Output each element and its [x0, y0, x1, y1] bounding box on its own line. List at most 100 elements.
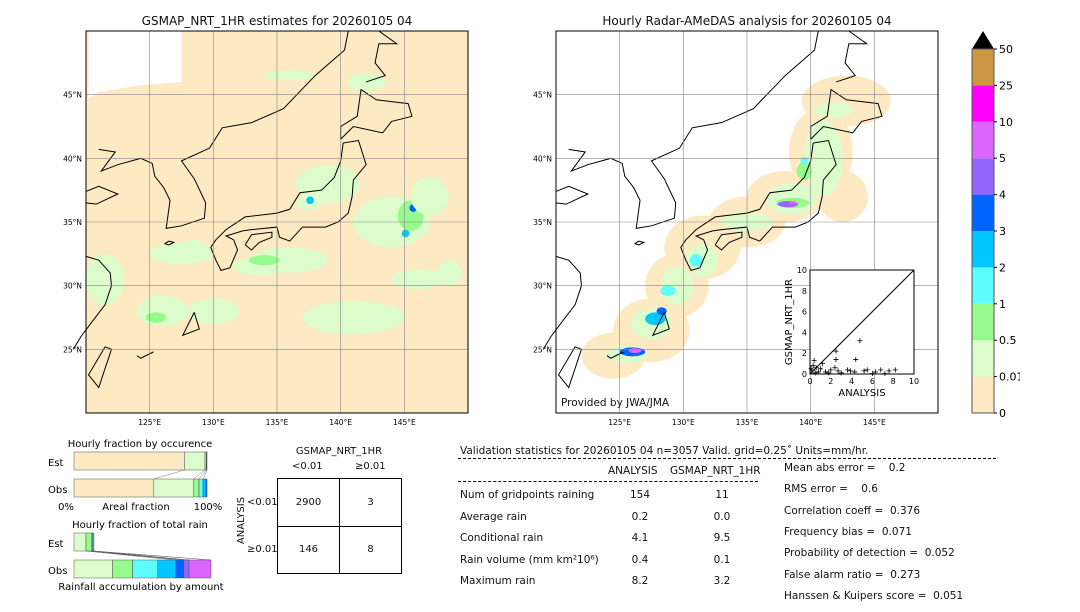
rain-area	[145, 312, 167, 323]
coastline	[810, 88, 883, 140]
total-rain-bar-obs	[188, 559, 212, 579]
row-header-lt: <0.01	[247, 497, 278, 508]
coastline	[557, 346, 583, 389]
colorbar-label: 0	[999, 407, 1006, 420]
colorbar-label: 1	[999, 298, 1006, 311]
obs-label: Obs	[48, 485, 67, 496]
occurrence-bar-est	[73, 451, 185, 471]
score-line: RMS error = 0.6	[784, 483, 878, 496]
col-header-ge: ≥0.01	[355, 461, 386, 472]
stats-row-gsmap: 11	[715, 489, 729, 501]
connector	[153, 469, 185, 480]
colorbar-label: 50	[999, 43, 1013, 56]
rain-area	[248, 255, 280, 266]
total-rain-bar-obs	[112, 559, 133, 579]
cell-false-alarm: 3	[367, 497, 374, 508]
scatter-point	[869, 370, 875, 376]
one-to-one-line	[809, 269, 915, 375]
stats-row-analysis: 4.1	[631, 532, 649, 544]
colorbar-segment	[972, 231, 994, 268]
stats-row-label: Average rain	[460, 510, 527, 523]
x-tick-label: 8	[891, 377, 896, 386]
colorbar-segment	[972, 49, 994, 86]
colorbar-segment	[972, 194, 994, 231]
lon-tick-label: 140°E	[799, 418, 822, 427]
total-rain-bar-obs	[175, 559, 184, 579]
colorbar-segment	[972, 340, 994, 377]
scatter-point	[853, 356, 859, 362]
colorbar-label: 5	[999, 152, 1006, 165]
scatter-point	[833, 356, 839, 362]
occurrence-bar-obs	[73, 478, 155, 498]
total-rain-bar-est	[85, 532, 92, 552]
map-frame	[555, 30, 939, 414]
colorbar-label: 4	[999, 189, 1006, 202]
stats-row-analysis: 8.2	[631, 575, 649, 587]
rain-area	[410, 177, 449, 216]
colorbar-label: 2	[999, 261, 1006, 274]
rain-area	[302, 300, 405, 335]
scatter-point	[892, 367, 898, 373]
total-rain-title: Hourly fraction of total rain	[72, 520, 208, 531]
stats-row-label: Rain volume (mm km²10⁶)	[460, 553, 599, 566]
scatter-point	[826, 370, 832, 376]
rain-area	[306, 196, 314, 205]
left-map: 125°E 130°E 135°E 140°E 145°E 45°N 40°N 35°N 30°…	[63, 30, 469, 427]
right-map: 125°E 130°E 135°E 140°E 145°E 45°N 40°N 35°N 30°…	[533, 30, 939, 427]
x-tick-label: 6	[870, 377, 875, 386]
scatter-point	[852, 369, 858, 375]
colorbar-segment	[972, 158, 994, 195]
lon-tick-label: 125°E	[138, 418, 161, 427]
stats-row-label: Maximum rain	[460, 575, 536, 587]
left-map-title: GSMAP_NRT_1HR estimates for 20260105 04	[141, 14, 413, 28]
rain-area	[181, 239, 207, 256]
colorbar-extend-arrow	[972, 31, 994, 49]
rain-area	[136, 295, 188, 327]
y-tick-label: 0	[802, 370, 807, 379]
coastline	[633, 240, 646, 246]
total-rain-bar-obs	[157, 559, 176, 579]
rain-area	[660, 285, 676, 296]
total-rain-bar-est	[73, 532, 87, 552]
lon-tick-label: 145°E	[863, 418, 886, 427]
coastline	[542, 255, 582, 350]
scatter-point	[832, 365, 838, 371]
scatter-point	[828, 367, 834, 373]
credit-text: Provided by JWA/JMA	[561, 397, 670, 409]
coastline	[714, 231, 743, 251]
lon-tick-label: 130°E	[672, 418, 695, 427]
coastline	[651, 312, 670, 337]
lon-tick-label: 130°E	[202, 418, 225, 427]
scatter-point	[808, 366, 814, 372]
lon-tick-label: 135°E	[736, 418, 759, 427]
score-line: Correlation coeff = 0.376	[784, 504, 920, 517]
est-label: Est	[48, 458, 64, 469]
lat-tick-label: 25°N	[533, 345, 552, 354]
coastline	[835, 30, 869, 83]
obs-label: Obs	[48, 566, 67, 577]
stats-row-gsmap: 9.5	[713, 532, 731, 544]
stats-row-gsmap: 3.2	[713, 575, 731, 587]
occurrence-bar-obs	[193, 478, 200, 498]
total-rain-bar-obs	[183, 559, 190, 579]
x-tick-label: 2	[828, 377, 833, 386]
y-tick-label: 8	[802, 287, 807, 296]
map-frame	[85, 30, 469, 414]
lat-tick-label: 25°N	[63, 345, 82, 354]
scatter-point	[813, 365, 819, 371]
right-map-title: Hourly Radar-AMeDAS analysis for 2026010…	[602, 14, 892, 28]
scatter-point	[810, 363, 816, 369]
cell-hit: 8	[367, 544, 374, 555]
coastline	[85, 185, 120, 205]
score-line: Frequency bias = 0.071	[784, 525, 912, 538]
rain-area	[251, 247, 328, 273]
connector	[193, 469, 206, 480]
stats-col-analysis: ANALYSIS	[608, 465, 658, 477]
scatter-point	[878, 367, 884, 373]
stats-row-label: Num of gridpoints raining	[460, 489, 595, 501]
stats-col-gsmap: GSMAP_NRT_1HR	[670, 465, 761, 477]
stats-header: Validation statistics for 20260105 04 n=…	[460, 445, 869, 457]
scatter-point	[886, 368, 892, 374]
total-rain-bar-obs	[73, 559, 113, 579]
scatter-point	[873, 369, 879, 375]
